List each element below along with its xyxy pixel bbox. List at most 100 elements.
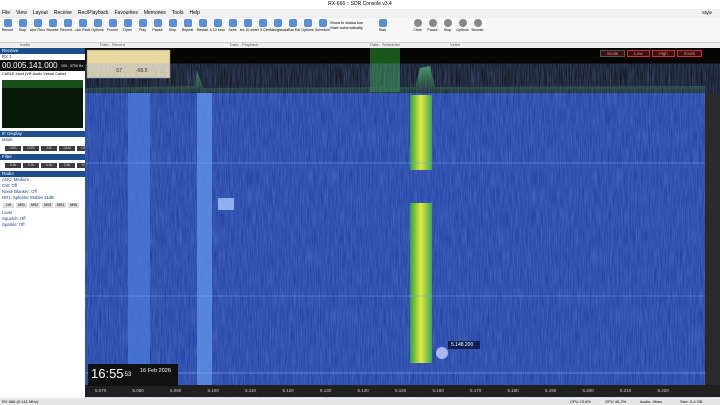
mode-button[interactable]: USB: [5, 146, 21, 151]
frequency-box: 00.005.141.000 100 - 3700 Hz: [0, 60, 85, 71]
group-label: Data - Playback: [230, 42, 259, 47]
ribbon-button[interactable]: Options: [90, 18, 105, 32]
filter-grid: 2.4k2.7k3.0k3.5k4.0k5.0k6.0k8.0k10k: [0, 160, 165, 171]
filter-button[interactable]: 3.0k: [41, 163, 57, 168]
button-label: Open: [123, 28, 132, 32]
menu-item[interactable]: File: [2, 10, 11, 16]
ribbon-button[interactable]: Navigator: [270, 18, 285, 32]
radio-setting[interactable]: Sparkle: Off: [2, 222, 25, 227]
ribbon-button[interactable]: Back 10 seconds: [210, 18, 225, 32]
ribbon-button[interactable]: Frozen: [105, 18, 120, 32]
nr-button[interactable]: NR5: [68, 203, 79, 208]
scale-label: 5.150: [395, 388, 407, 393]
spectrum-control[interactable]: Zoom: [676, 50, 703, 57]
menu-item[interactable]: Tools: [171, 10, 184, 16]
frequency-scale: 5.070 5.080 5.090 5.100 5.110 5.120 5.130 5.140…: [95, 388, 705, 396]
scale-label: 5.100: [207, 388, 219, 393]
scale-label: 5.070: [95, 388, 107, 393]
nr-button[interactable]: Off: [3, 203, 14, 208]
ribbon-button[interactable]: Restart: [195, 18, 210, 32]
radio-setting[interactable]: AGC: Medium: [2, 177, 29, 182]
filter-button[interactable]: 2.4k: [5, 163, 21, 168]
menu-item[interactable]: Help: [189, 10, 200, 16]
button-label: Stop: [168, 28, 177, 32]
menu-item[interactable]: Memories: [143, 10, 166, 16]
spectrum-control[interactable]: Scale: [600, 50, 626, 57]
nr-button[interactable]: NR3: [42, 203, 53, 208]
ribbon-button[interactable]: Record...: [60, 18, 75, 32]
button-label: Options: [301, 28, 314, 32]
menu-item[interactable]: View: [16, 10, 27, 16]
button-icon: [78, 19, 87, 27]
smeter-s: S7: [116, 68, 123, 74]
button-label: Play: [139, 28, 146, 32]
spectrum-controls: Scale Low High Zoom: [600, 50, 703, 57]
scale-label: 5.080: [132, 388, 144, 393]
video-button[interactable]: Browse: [470, 18, 485, 32]
button-label: Cache Record: [30, 28, 45, 32]
filter-button[interactable]: 3.5k: [59, 163, 75, 168]
scale-label: 5.130: [320, 388, 332, 393]
menu-item[interactable]: Favourites: [114, 10, 138, 16]
section-header: Receive: [0, 48, 85, 54]
ribbon-button[interactable]: Forward 10 seconds: [240, 18, 255, 32]
mode-button[interactable]: AM: [41, 146, 57, 151]
scale-label: 5.200: [582, 388, 594, 393]
checkbox[interactable]: Start automatically: [330, 25, 363, 30]
button-label: Pause: [152, 28, 163, 32]
check-group: Show in status bar Start automatically: [330, 18, 375, 30]
button-icon: [213, 19, 222, 27]
ribbon-button[interactable]: Cache Record: [30, 18, 45, 32]
ribbon-button[interactable]: Lock Radio: [75, 18, 90, 32]
button-label: Stop: [18, 28, 27, 32]
button-label: Clear: [413, 28, 422, 32]
ribbon-button[interactable]: Stop: [15, 18, 30, 32]
button-icon: [258, 19, 267, 27]
ribbon-button[interactable]: Play: [135, 18, 150, 32]
spectrum-control[interactable]: High: [651, 50, 675, 57]
radio-setting[interactable]: Noise Blanker: Off: [2, 189, 37, 194]
ribbon-button[interactable]: Seek: [225, 18, 240, 32]
ribbon-button[interactable]: Stop: [165, 18, 180, 32]
ribbon-button[interactable]: Pause: [150, 18, 165, 32]
radio-setting[interactable]: Squelch: Off: [2, 216, 26, 221]
audio-device: CABLE Input (VB-Audio Virtual Cable): [2, 72, 67, 76]
ribbon-button[interactable]: Start X Center: [255, 18, 270, 32]
video-button[interactable]: Clear: [410, 18, 425, 32]
ribbon-button[interactable]: Start: [375, 18, 390, 32]
ribbon-button[interactable]: DataBar Editor: [285, 18, 300, 32]
scale-label: 5.180: [507, 388, 519, 393]
scale-label: 5.160: [432, 388, 444, 393]
menu-item[interactable]: Receive: [53, 10, 72, 16]
scale-label: 5.120: [282, 388, 294, 393]
video-button[interactable]: Options: [455, 18, 470, 32]
ribbon-button[interactable]: Options: [300, 18, 315, 32]
menu-item[interactable]: Layout: [32, 10, 48, 16]
ribbon-button[interactable]: Record: [0, 18, 15, 32]
video-button[interactable]: Pause: [425, 18, 440, 32]
button-label: Navigator: [270, 28, 285, 32]
checkbox[interactable]: Show in status bar: [330, 20, 363, 25]
scale-label: 5.220: [657, 388, 669, 393]
button-icon: [378, 19, 387, 27]
ribbon-button[interactable]: Open: [120, 18, 135, 32]
status-size: Size: 5.4 GB: [680, 399, 703, 404]
video-button[interactable]: Stop: [440, 18, 455, 32]
status-left: RX 666 (5.141 MHz): [2, 399, 39, 404]
if-spectrum: [2, 80, 83, 128]
ribbon-button[interactable]: Schedule: [315, 18, 330, 32]
nr-button[interactable]: NR1: [16, 203, 27, 208]
mode-button[interactable]: SAM: [59, 146, 75, 151]
menu-item[interactable]: Rec/Playback: [77, 10, 109, 16]
nr-button[interactable]: NR4: [55, 203, 66, 208]
filter-button[interactable]: 2.7k: [23, 163, 39, 168]
spectrum-control[interactable]: Low: [627, 50, 650, 57]
button-label: Record: [1, 28, 14, 32]
radio-setting[interactable]: NR1: Spleeter Mobile 11dB: [2, 195, 54, 200]
radio-setting[interactable]: CW: Off: [2, 183, 18, 188]
mode-button[interactable]: DSB: [23, 146, 39, 151]
ribbon-button[interactable]: Browse: [45, 18, 60, 32]
nr-button[interactable]: NR2: [29, 203, 40, 208]
style-menu[interactable]: Style: [701, 10, 712, 15]
ribbon-button[interactable]: Repeat: [180, 18, 195, 32]
